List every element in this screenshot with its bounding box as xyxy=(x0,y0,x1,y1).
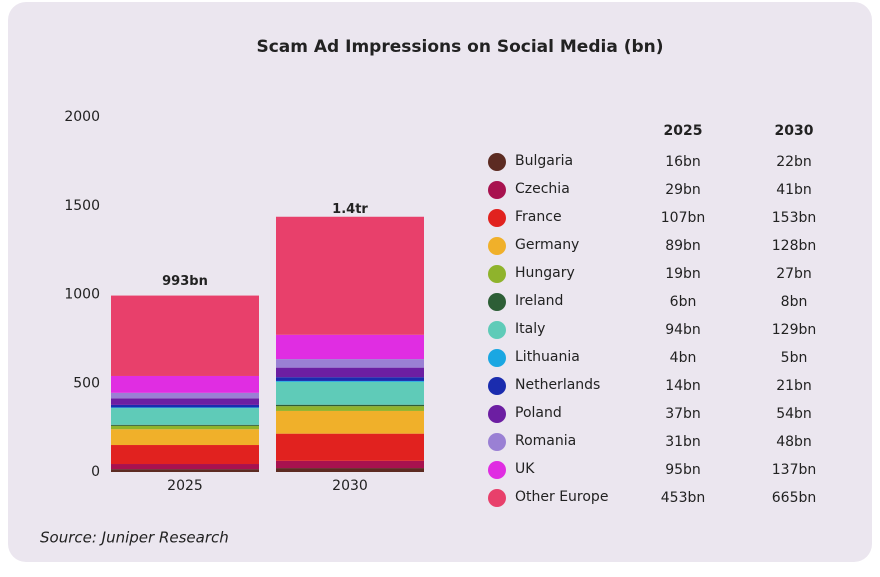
table-value: 14bn xyxy=(665,378,701,394)
table-value: 41bn xyxy=(776,182,812,198)
total-label: 993bn xyxy=(162,274,208,289)
table-value: 153bn xyxy=(772,210,816,226)
y-tick-label: 2000 xyxy=(64,109,100,125)
source: Source: Juniper Research xyxy=(40,529,229,547)
table-value: 95bn xyxy=(665,462,701,478)
bar-segment xyxy=(111,392,259,399)
legend-dot xyxy=(488,489,506,507)
bar-segment xyxy=(111,429,259,446)
legend-label: Italy xyxy=(515,321,545,337)
bar-segment xyxy=(276,380,424,382)
legend-label: Bulgaria xyxy=(515,153,573,169)
legend-dot xyxy=(488,181,506,199)
table-value: 453bn xyxy=(661,490,705,506)
bar-segment xyxy=(111,469,259,472)
legend-label: Netherlands xyxy=(515,377,600,393)
table-header: 2030 xyxy=(775,123,814,139)
legend-dot xyxy=(488,377,506,395)
bar-segment xyxy=(276,433,424,461)
bar-segment xyxy=(111,398,259,405)
legend-dot xyxy=(488,209,506,227)
table-value: 4bn xyxy=(670,350,697,366)
table-value: 5bn xyxy=(781,350,808,366)
y-tick-label: 1000 xyxy=(64,287,100,303)
y-tick-label: 500 xyxy=(73,375,100,391)
legend-label: France xyxy=(515,209,562,225)
legend-dot xyxy=(488,405,506,423)
legend-label: Czechia xyxy=(515,181,570,197)
bar-segment xyxy=(111,375,259,393)
legend-dot xyxy=(488,321,506,339)
bar-segment xyxy=(111,424,259,426)
bar-segment xyxy=(111,408,259,425)
legend-label: Romania xyxy=(515,433,576,449)
card xyxy=(8,2,872,562)
bar-segment xyxy=(276,334,424,360)
bar-segment xyxy=(111,445,259,465)
table-value: 94bn xyxy=(665,322,701,338)
legend-label: Lithuania xyxy=(515,349,580,365)
bar-segment xyxy=(276,404,424,407)
table-value: 22bn xyxy=(776,154,812,170)
legend-label: UK xyxy=(515,461,535,477)
bar-segment xyxy=(111,407,259,409)
chart-title: Scam Ad Impressions on Social Media (bn) xyxy=(256,37,663,57)
bar-segment xyxy=(111,404,259,408)
bar-segment xyxy=(276,460,424,469)
y-tick-label: 1500 xyxy=(64,198,100,214)
legend-label: Germany xyxy=(515,237,579,253)
bar-segment xyxy=(276,406,424,411)
table-value: 137bn xyxy=(772,462,816,478)
table-value: 37bn xyxy=(665,406,701,422)
total-label: 1.4tr xyxy=(332,202,368,217)
x-tick-label: 2030 xyxy=(332,478,368,494)
y-tick-label: 0 xyxy=(91,464,100,480)
legend-label: Poland xyxy=(515,405,562,421)
table-value: 6bn xyxy=(670,294,697,310)
legend-dot xyxy=(488,265,506,283)
table-value: 128bn xyxy=(772,238,816,254)
table-header: 2025 xyxy=(664,123,703,139)
table-value: 8bn xyxy=(781,294,808,310)
bar-segment xyxy=(276,468,424,472)
table-value: 21bn xyxy=(776,378,812,394)
bar-segment xyxy=(276,216,424,335)
legend-dot xyxy=(488,153,506,171)
table-value: 665bn xyxy=(772,490,816,506)
table-value: 48bn xyxy=(776,434,812,450)
legend-dot xyxy=(488,433,506,451)
table-value: 107bn xyxy=(661,210,705,226)
bar-segment xyxy=(276,410,424,434)
table-value: 129bn xyxy=(772,322,816,338)
table-value: 16bn xyxy=(665,154,701,170)
table-value: 29bn xyxy=(665,182,701,198)
legend-label: Ireland xyxy=(515,293,563,309)
table-value: 89bn xyxy=(665,238,701,254)
legend-dot xyxy=(488,461,506,479)
legend-label: Hungary xyxy=(515,265,575,281)
legend-dot xyxy=(488,349,506,367)
table-value: 54bn xyxy=(776,406,812,422)
table-value: 31bn xyxy=(665,434,701,450)
legend-dot xyxy=(488,237,506,255)
legend-dot xyxy=(488,293,506,311)
table-value: 27bn xyxy=(776,266,812,282)
bar-segment xyxy=(111,425,259,430)
bar-segment xyxy=(111,464,259,470)
bar-segment xyxy=(276,377,424,381)
bar-segment xyxy=(276,381,424,405)
x-tick-label: 2025 xyxy=(167,478,203,494)
bar-segment xyxy=(111,295,259,376)
bar-segment xyxy=(276,367,424,378)
bar-segment xyxy=(276,359,424,368)
legend-label: Other Europe xyxy=(515,489,608,505)
table-value: 19bn xyxy=(665,266,701,282)
